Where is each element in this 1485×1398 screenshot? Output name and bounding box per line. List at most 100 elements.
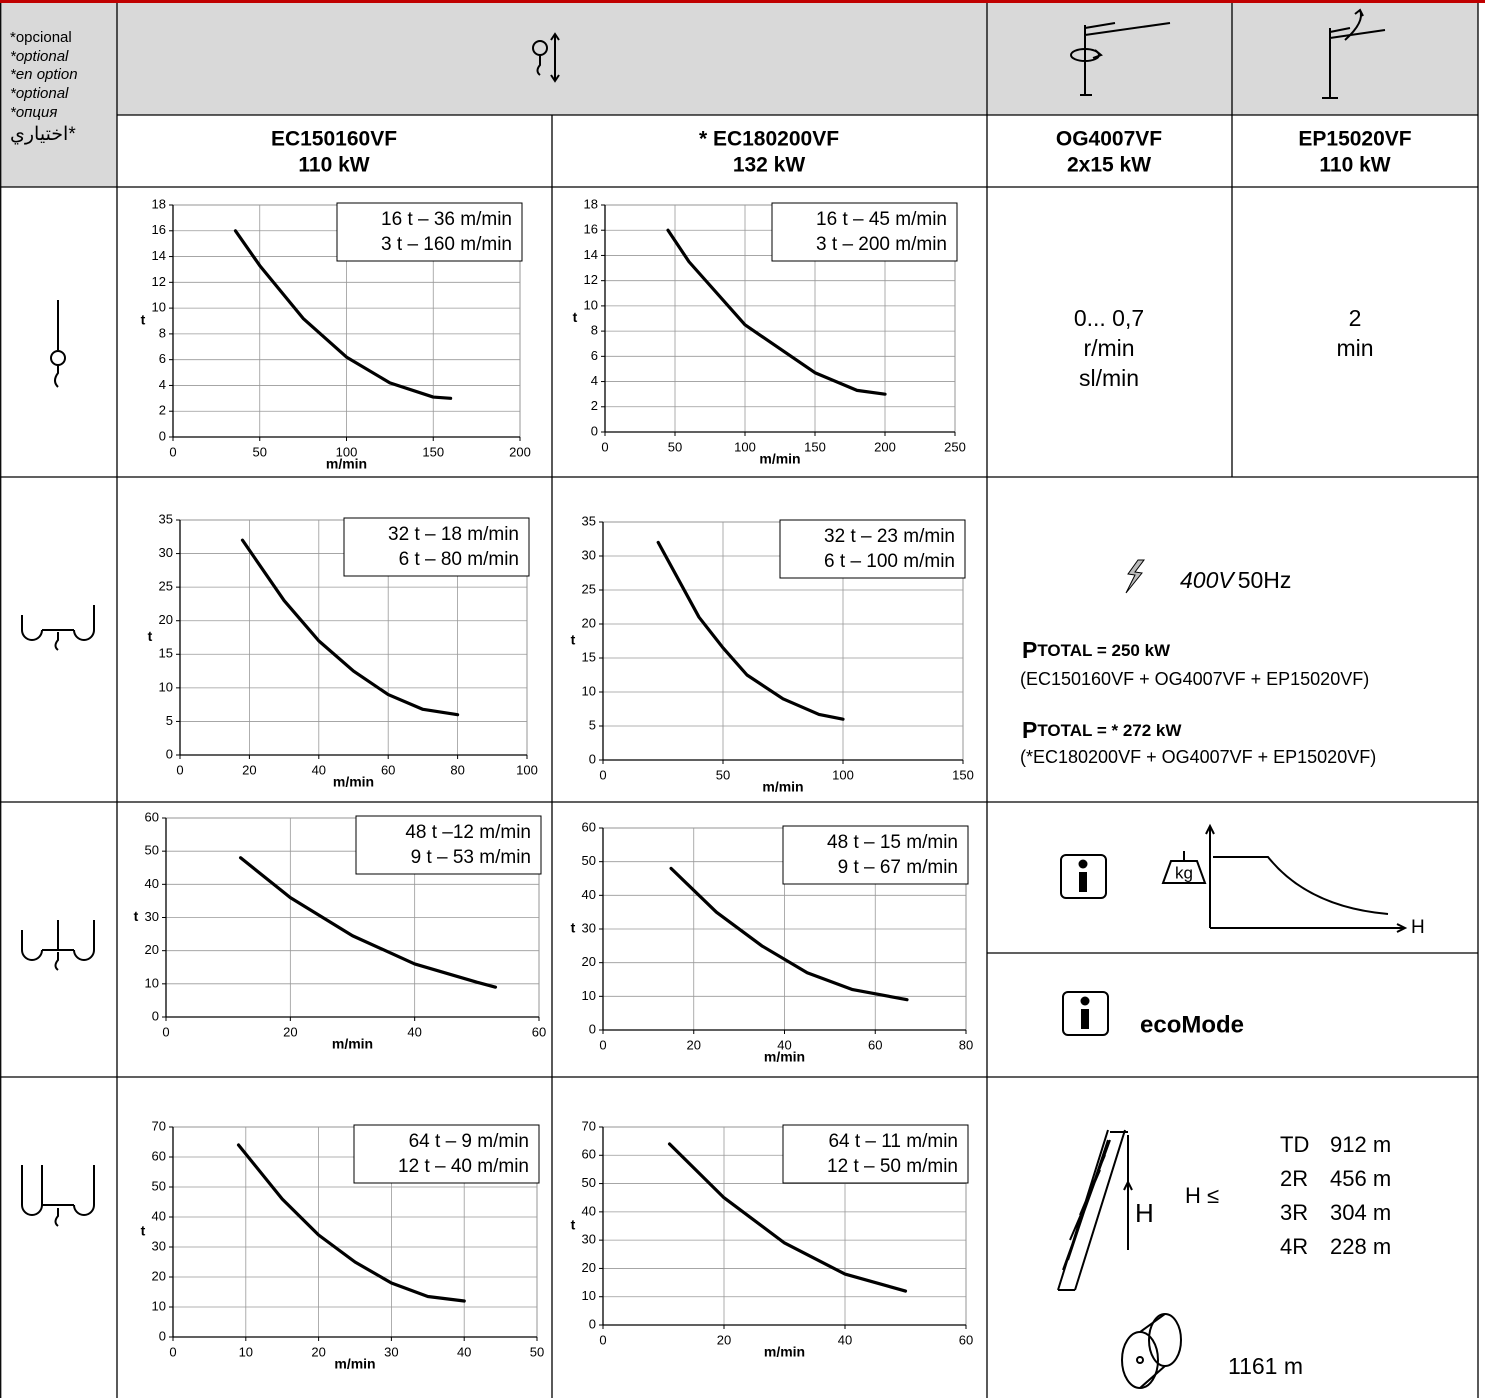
- y-tick-label: 16: [584, 222, 598, 237]
- trolley-icon: [1322, 8, 1386, 99]
- y-tick-label: 50: [582, 853, 596, 868]
- y-tick-label: 30: [152, 1238, 166, 1253]
- y-tick-label: 0: [159, 428, 166, 443]
- note: *optional: [10, 48, 69, 65]
- height-value: 912 m: [1330, 1132, 1391, 1157]
- y-tick-label: 0: [166, 746, 173, 761]
- y-tick-label: 6: [159, 351, 166, 366]
- y-tick-label: 50: [582, 1175, 596, 1190]
- y-tick-label: 10: [582, 988, 596, 1003]
- reeving-code: 4R: [1280, 1234, 1308, 1259]
- bolt-icon: [1125, 559, 1145, 594]
- curve: [239, 856, 498, 989]
- y-tick-label: 60: [145, 809, 159, 824]
- model-power: 132 kW: [733, 154, 806, 177]
- height-value: 456 m: [1330, 1166, 1391, 1191]
- y-axis-label: t: [571, 632, 576, 648]
- curve: [236, 1143, 466, 1303]
- x-axis-label: m/min: [326, 456, 367, 472]
- ecomode: ecoMode: [1140, 1011, 1244, 1038]
- option-notes: *opcional *optional *en option *optional…: [10, 29, 78, 145]
- y-tick-label: 4: [159, 377, 166, 392]
- y-axis-label: t: [571, 920, 576, 936]
- y-axis-label: t: [134, 908, 139, 924]
- y-tick-label: 10: [582, 1288, 596, 1303]
- y-tick-label: 0: [589, 751, 596, 766]
- annotation: 16 t – 36 m/min: [381, 209, 512, 230]
- model-name: EP15020VF: [1298, 128, 1411, 151]
- x-tick-label: 60: [532, 1024, 546, 1039]
- x-tick-label: 0: [599, 1037, 606, 1052]
- y-tick-label: 5: [589, 717, 596, 732]
- chart: 0 10 20 30 40 50 60 0 20 40 60 80 m/min t 48 t – 15 m/…: [571, 819, 974, 1064]
- y-tick-label: 25: [582, 581, 596, 596]
- x-tick-label: 150: [952, 767, 974, 782]
- total: TOTAL = 250 kW: [1037, 641, 1171, 660]
- y-tick-label: 15: [159, 646, 173, 661]
- y-tick-label: 12: [584, 272, 598, 287]
- legend-box: [771, 202, 958, 262]
- chart: 0 2 4 6 8 10 12 14 16 18 0 50 100 150 200 250 m/min t 16 t…: [573, 196, 966, 466]
- chart: 0 10 20 30 40 50 60 0 20 40 60 m/min t 48 t –12 m/min…: [134, 809, 547, 1051]
- drum-icon: [1121, 1313, 1182, 1389]
- trolley-time: 2: [1349, 305, 1362, 331]
- x-axis-label: m/min: [764, 1344, 805, 1360]
- chart: 0 5 10 15 20 25 30 35 0 50 100 150 m/min t 32 t – 23 m…: [571, 513, 974, 794]
- model-name: * EC180200VF: [699, 128, 839, 151]
- x-tick-label: 40: [777, 1037, 791, 1052]
- x-axis-label: m/min: [334, 1356, 375, 1372]
- total-power: PTOTAL = 250 kW: [1022, 637, 1171, 663]
- y-tick-label: 40: [145, 876, 159, 891]
- y-tick-label: 70: [152, 1118, 166, 1133]
- y-tick-label: 30: [145, 909, 159, 924]
- chart: 0 10 20 30 40 50 60 70 0 10 20 30 40 50 m/min t 64 t – 9…: [141, 1118, 545, 1371]
- annotation: 9 t – 53 m/min: [411, 847, 531, 868]
- y-tick-label: 10: [159, 679, 173, 694]
- annotation: 6 t – 100 m/min: [824, 551, 955, 572]
- y-tick-label: 70: [582, 1118, 596, 1133]
- supply: 400V 50Hz: [1180, 567, 1291, 593]
- x-tick-label: 50: [253, 444, 267, 459]
- height-value: 228 m: [1330, 1234, 1391, 1259]
- y-tick-label: 10: [584, 297, 598, 312]
- y-tick-label: 60: [152, 1148, 166, 1163]
- y-tick-label: 10: [152, 1298, 166, 1313]
- trolley-unit: min: [1336, 335, 1373, 361]
- load-graph: [1205, 823, 1408, 933]
- voltage: 400V: [1180, 567, 1236, 593]
- legend-box: [779, 519, 966, 579]
- y-tick-label: 2: [159, 403, 166, 418]
- x-tick-label: 100: [832, 767, 854, 782]
- x-tick-label: 40: [312, 762, 326, 777]
- note: *optional: [10, 85, 69, 102]
- height-rows: TD 912 m 2R 456 m 3R 304 m 4R 228 m: [1280, 1132, 1391, 1259]
- model-power: 110 kW: [1319, 154, 1390, 177]
- y-tick-label: 30: [159, 545, 173, 560]
- x-axis-label: m/min: [764, 1049, 805, 1065]
- annotation: 12 t – 50 m/min: [827, 1156, 958, 1177]
- annotation: 16 t – 45 m/min: [816, 209, 947, 230]
- y-axis-label: t: [573, 309, 578, 325]
- annotation: 3 t – 200 m/min: [816, 234, 947, 255]
- model-power: 2x15 kW: [1067, 154, 1151, 177]
- y-tick-label: 30: [582, 1232, 596, 1247]
- x-tick-label: 60: [381, 762, 395, 777]
- p: P: [1022, 717, 1037, 743]
- x-axis-label: m/min: [333, 774, 374, 790]
- y-tick-label: 35: [159, 511, 173, 526]
- curve: [667, 1142, 908, 1293]
- table-borders: [0, 3, 1479, 1398]
- legend-box: [355, 815, 542, 875]
- note: *опция: [10, 104, 57, 121]
- legend-box: [782, 1124, 969, 1184]
- speeds: 0... 0,7 r/min sl/min 2 min: [1074, 305, 1374, 391]
- x-axis-label: m/min: [762, 779, 803, 795]
- curve: [233, 229, 453, 400]
- reeving-code: TD: [1280, 1132, 1309, 1157]
- y-tick-label: 12: [152, 274, 166, 289]
- y-axis-label: t: [571, 1217, 576, 1233]
- y-tick-label: 2: [591, 398, 598, 413]
- annotation: 48 t – 15 m/min: [827, 832, 958, 853]
- y-tick-label: 0: [159, 1328, 166, 1343]
